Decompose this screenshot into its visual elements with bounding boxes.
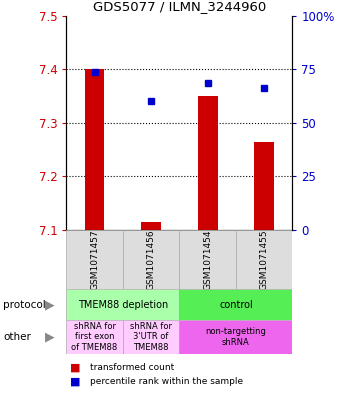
Text: GSM1071455: GSM1071455 xyxy=(260,229,269,290)
Bar xyxy=(236,230,292,289)
Text: shRNA for
first exon
of TMEM88: shRNA for first exon of TMEM88 xyxy=(71,322,118,352)
Bar xyxy=(66,289,179,320)
Text: GSM1071454: GSM1071454 xyxy=(203,229,212,290)
Text: GSM1071457: GSM1071457 xyxy=(90,229,99,290)
Bar xyxy=(123,320,179,354)
Text: TMEM88 depletion: TMEM88 depletion xyxy=(78,299,168,310)
Text: protocol: protocol xyxy=(3,299,46,310)
Text: ■: ■ xyxy=(70,376,80,386)
Text: ▶: ▶ xyxy=(45,298,54,311)
Text: other: other xyxy=(3,332,31,342)
Text: shRNA for
3'UTR of
TMEM88: shRNA for 3'UTR of TMEM88 xyxy=(130,322,172,352)
Bar xyxy=(123,230,179,289)
Bar xyxy=(66,230,123,289)
Text: GSM1071456: GSM1071456 xyxy=(147,229,156,290)
Bar xyxy=(198,96,218,230)
Bar xyxy=(66,320,123,354)
Bar xyxy=(254,141,274,230)
Bar xyxy=(141,222,161,230)
Bar xyxy=(179,320,292,354)
Bar xyxy=(179,289,292,320)
Text: ▶: ▶ xyxy=(45,331,54,344)
Title: GDS5077 / ILMN_3244960: GDS5077 / ILMN_3244960 xyxy=(93,0,266,13)
Bar xyxy=(179,230,236,289)
Text: non-targetting
shRNA: non-targetting shRNA xyxy=(205,327,266,347)
Text: percentile rank within the sample: percentile rank within the sample xyxy=(90,377,243,386)
Text: ■: ■ xyxy=(70,362,80,373)
Text: control: control xyxy=(219,299,253,310)
Text: transformed count: transformed count xyxy=(90,363,174,372)
Bar xyxy=(85,69,104,230)
